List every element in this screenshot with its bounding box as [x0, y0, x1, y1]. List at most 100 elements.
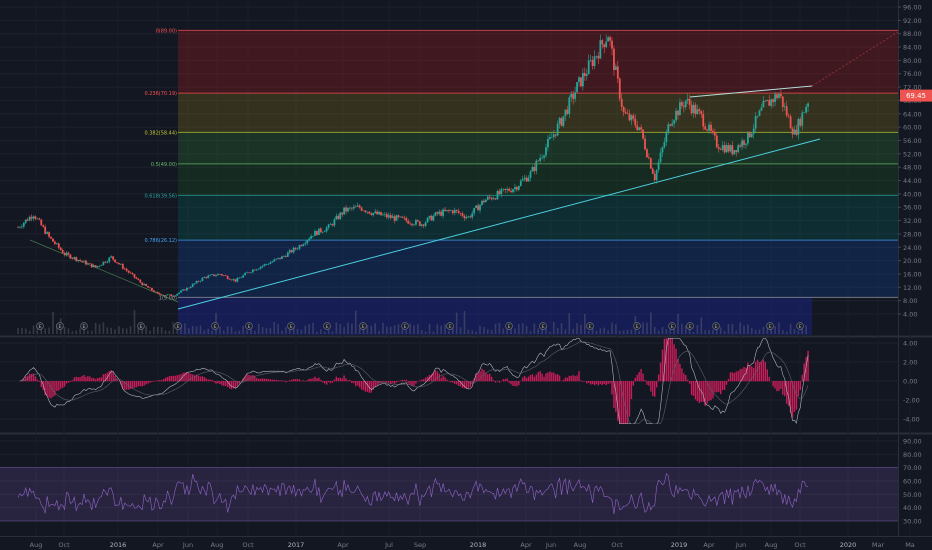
macd-histogram-bar: [543, 376, 545, 382]
macd-histogram-bar: [568, 375, 570, 382]
volume-bar: [312, 322, 314, 334]
macd-histogram-bar: [341, 378, 343, 382]
time-tick-label: Ma: [905, 541, 915, 549]
macd-histogram-bar: [522, 377, 524, 382]
macd-histogram-bar: [230, 381, 233, 390]
candle-body: [768, 100, 771, 106]
price-pane[interactable]: [0, 0, 898, 336]
candle-body: [564, 109, 567, 117]
candle-body: [302, 244, 305, 246]
macd-histogram-bar: [708, 381, 710, 401]
earnings-marker[interactable]: [56, 322, 64, 330]
volume-bar: [700, 317, 703, 334]
rsi-axis[interactable]: 90.00 80.00 70.00 60.00 50.00 40.00 30.00: [903, 438, 922, 526]
candle-body: [230, 279, 233, 281]
earnings-marker[interactable]: [137, 322, 145, 330]
candle-body: [331, 224, 334, 226]
candle-body: [42, 225, 45, 227]
macd-axis[interactable]: 4.00 2.00 0.00 -2.00 -4.00: [903, 340, 920, 424]
candle-body: [296, 248, 299, 250]
rsi-pane[interactable]: [0, 434, 898, 536]
price-axis[interactable]: 96.0092.0088.0084.0080.0076.0072.0068.00…: [898, 4, 922, 319]
macd-histogram-bar: [46, 381, 48, 396]
candle-body: [255, 269, 258, 271]
candle-body: [238, 277, 241, 279]
candle-body: [168, 294, 171, 296]
earnings-marker[interactable]: [245, 322, 253, 330]
earnings-marker[interactable]: [80, 322, 88, 330]
earnings-marker[interactable]: [766, 322, 774, 330]
candle-body: [766, 100, 769, 101]
macd-histogram-bar: [178, 374, 180, 382]
time-tick-label: Apr: [152, 541, 164, 549]
macd-histogram-bar: [677, 358, 679, 382]
macd-histogram-bar: [442, 375, 444, 382]
candle-body: [137, 278, 140, 280]
earnings-marker[interactable]: [323, 322, 331, 330]
support-trend-line[interactable]: [177, 138, 821, 310]
candle-body: [667, 124, 670, 133]
macd-histogram-bar: [801, 374, 803, 382]
earnings-marker[interactable]: [287, 322, 295, 330]
candle-body: [265, 264, 268, 265]
volume-bar: [339, 324, 342, 334]
time-axis[interactable]: Aug Oct 2016 Apr Jun Aug Oct 2017 Apr Jul Sep 2018 A…: [30, 541, 915, 549]
earnings-marker[interactable]: [633, 322, 641, 330]
macd-histogram-bar: [799, 381, 801, 391]
macd-histogram-bar: [302, 380, 305, 382]
rsi-tick-label: 80.00: [903, 451, 922, 459]
earnings-marker[interactable]: [539, 322, 547, 330]
macd-histogram-bar: [110, 370, 112, 382]
macd-histogram-bar: [498, 381, 501, 383]
macd-histogram-bar: [102, 374, 105, 382]
earnings-marker[interactable]: [668, 322, 676, 330]
macd-pane[interactable]: [0, 338, 898, 432]
macd-histogram-bar: [168, 376, 171, 382]
macd-histogram-bar: [277, 379, 279, 382]
volume-bar: [168, 330, 171, 334]
volume-bar: [684, 325, 687, 334]
time-tick-label: Aug: [30, 541, 43, 549]
candle-body: [205, 276, 208, 278]
macd-histogram-bar: [533, 376, 536, 382]
earnings-marker[interactable]: [174, 322, 182, 330]
earnings-marker[interactable]: [686, 322, 694, 330]
candle-body: [484, 199, 487, 203]
candle-body: [710, 124, 712, 131]
earnings-marker[interactable]: [712, 322, 720, 330]
earnings-marker[interactable]: [36, 322, 44, 330]
macd-histogram-bar: [221, 381, 223, 386]
candle-body: [494, 198, 497, 200]
earnings-marker[interactable]: [505, 322, 513, 330]
earnings-marker[interactable]: [446, 322, 454, 330]
volume-bar: [83, 326, 85, 334]
macd-histogram-bar: [184, 372, 186, 382]
macd-histogram-bar: [685, 375, 687, 382]
volume-bar: [316, 331, 318, 334]
candle-body: [129, 272, 132, 274]
projection-line[interactable]: [811, 31, 899, 87]
volume-bar: [288, 325, 291, 334]
candle-body: [139, 279, 142, 283]
macd-histogram-bar: [634, 377, 636, 382]
volume-bar: [754, 330, 757, 334]
fibonacci-retracement[interactable]: 0(89.00) 0.236(70.19) 0.382(58.44) 0.5(49.0…: [144, 28, 898, 335]
candle-body: [90, 263, 93, 268]
earnings-marker[interactable]: [586, 322, 594, 330]
earnings-marker[interactable]: [211, 322, 219, 330]
earnings-marker[interactable]: [359, 322, 367, 330]
earnings-marker[interactable]: [401, 322, 409, 330]
macd-histogram-bar: [803, 363, 805, 382]
rsi-tick-label: 30.00: [903, 518, 922, 526]
macd-histogram-bar: [547, 372, 549, 382]
macd-histogram-bar: [762, 359, 765, 382]
macd-histogram-bar: [753, 367, 755, 382]
resistance-trend-line[interactable]: [689, 85, 813, 98]
volume-bar: [378, 330, 380, 334]
volume-bar: [529, 331, 532, 334]
candle-body: [147, 286, 149, 288]
candle-body: [358, 205, 361, 208]
earnings-marker[interactable]: [796, 322, 804, 330]
price-tick-label: 76.00: [903, 70, 922, 78]
